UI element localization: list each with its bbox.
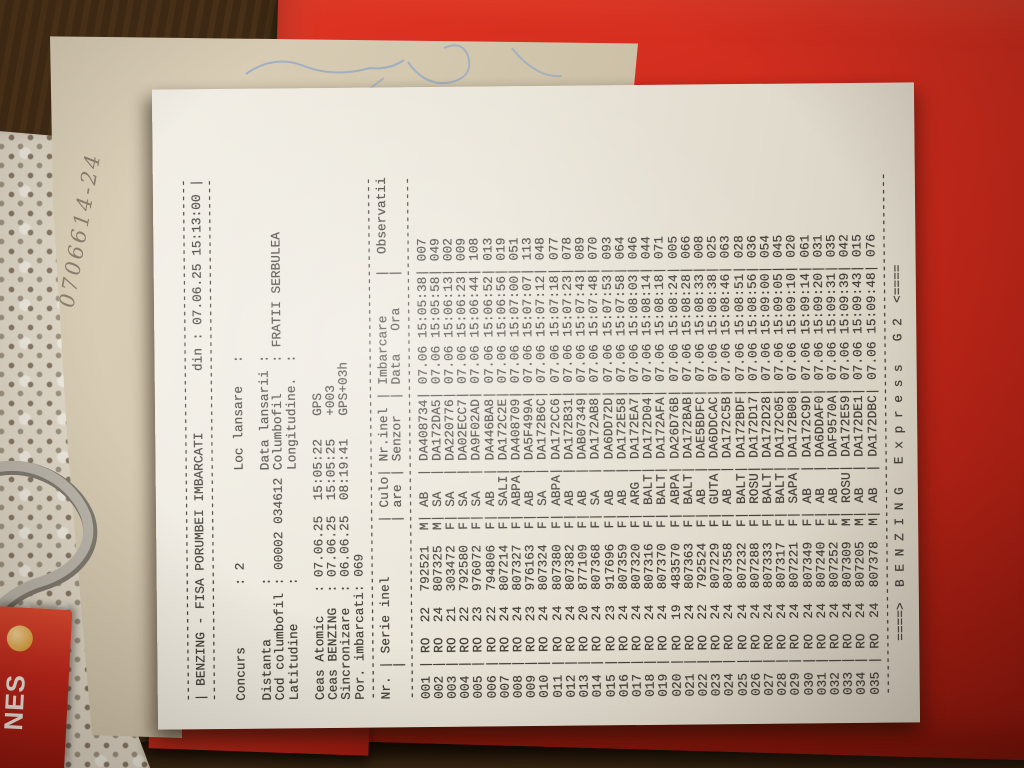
red-package: NES xyxy=(0,606,73,768)
package-label: NES xyxy=(0,673,31,732)
document-text: ----------------------------------------… xyxy=(175,172,909,702)
document-rotated-container: ----------------------------------------… xyxy=(162,94,909,713)
printed-sheet: ----------------------------------------… xyxy=(151,82,921,730)
